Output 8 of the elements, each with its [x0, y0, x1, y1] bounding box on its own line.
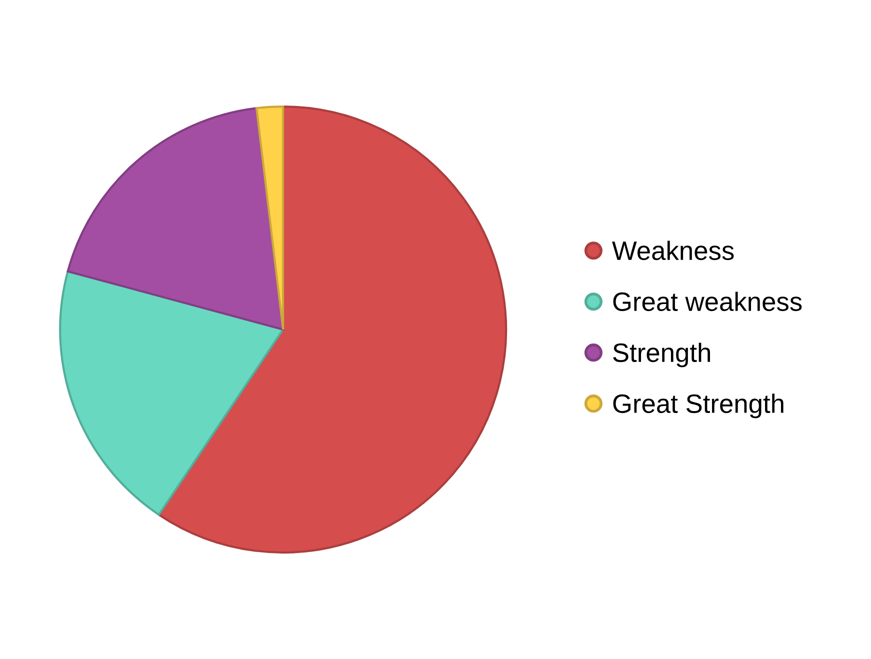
- legend-label: Great Strength: [613, 394, 784, 418]
- pie-slice: [255, 105, 284, 331]
- pie-slice: [66, 107, 284, 331]
- pie-slice: [59, 270, 284, 516]
- legend-label: Weakness: [612, 240, 734, 260]
- pie-slice: [158, 105, 508, 554]
- legend-label: Strength: [613, 342, 710, 368]
- legend-label: Great weakness: [613, 292, 802, 312]
